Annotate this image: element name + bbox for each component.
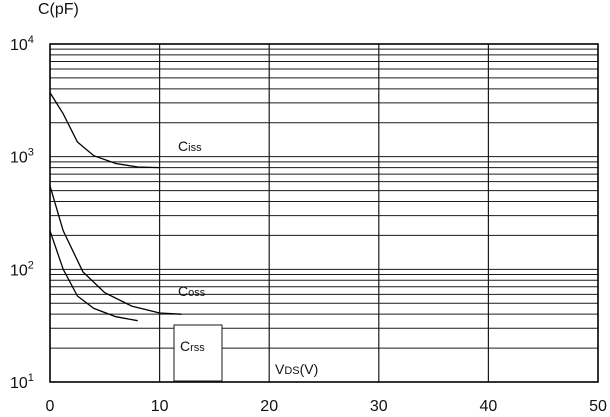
- axes: [49, 43, 599, 383]
- series-label-coss: Coss: [178, 283, 206, 299]
- series-group: [49, 92, 182, 322]
- series-line-ciss: [49, 92, 160, 169]
- curve-labels: VDS(V) Ciss Coss Crss: [173, 138, 318, 382]
- x-tick-label: 30: [370, 398, 388, 415]
- crss-label-box: [173, 324, 223, 382]
- grid: [50, 44, 598, 382]
- y-axis-label: C(pF): [38, 1, 79, 18]
- x-axis-label: VDS(V): [275, 361, 318, 377]
- series-label-ciss: Ciss: [178, 138, 202, 154]
- x-tick-label: 50: [589, 398, 607, 415]
- plot-frame: [49, 43, 599, 383]
- x-tick-label: 10: [151, 398, 169, 415]
- series-line-coss: [49, 185, 182, 315]
- y-tick-label: 101: [10, 372, 34, 392]
- x-tick-label: 40: [480, 398, 498, 415]
- series-line-crss: [49, 230, 138, 322]
- y-tick-label: 102: [10, 259, 34, 279]
- y-tick-label: 104: [10, 34, 34, 54]
- x-tick-label: 0: [46, 398, 55, 415]
- x-tick-label: 20: [260, 398, 278, 415]
- series-label-crss: Crss: [180, 338, 205, 354]
- y-tick-label: 103: [10, 147, 34, 167]
